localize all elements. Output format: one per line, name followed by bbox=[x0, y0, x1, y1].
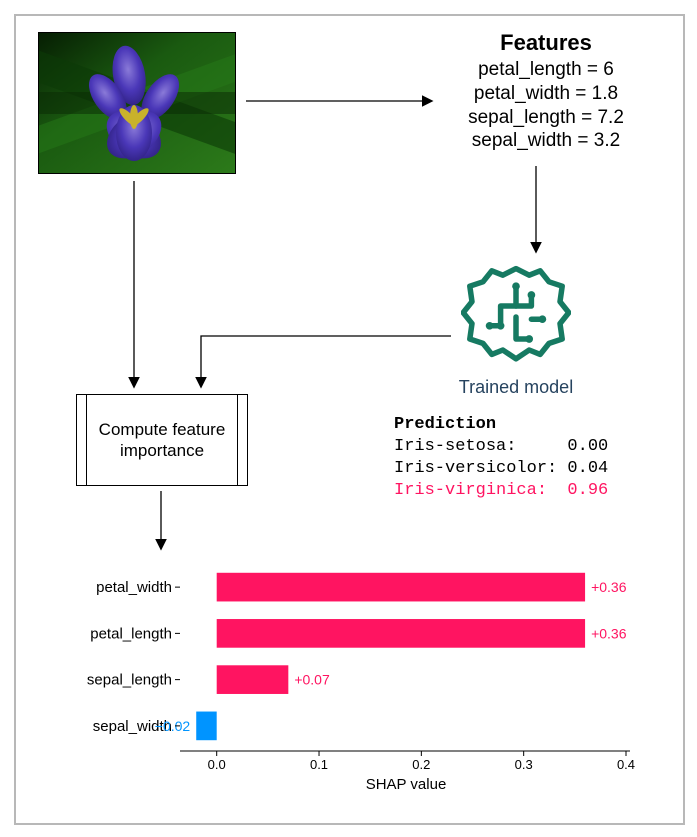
shap-bar-petal_width bbox=[217, 573, 585, 602]
diagram-frame: Features petal_length = 6 petal_width = … bbox=[14, 14, 685, 825]
shap-bar-sepal_length bbox=[217, 665, 289, 694]
shap-xtick-0.1: 0.1 bbox=[310, 757, 328, 772]
shap-value-petal_length: +0.36 bbox=[591, 625, 627, 641]
iris-photo bbox=[38, 32, 236, 174]
feature-line-0: petal_length = 6 bbox=[426, 58, 666, 82]
shap-bar-petal_length bbox=[217, 619, 585, 648]
shap-xtick-0.4: 0.4 bbox=[617, 757, 635, 772]
shap-xlabel: SHAP value bbox=[366, 776, 447, 793]
feature-line-2: sepal_length = 7.2 bbox=[426, 106, 666, 130]
compute-feature-importance-text: Compute feature importance bbox=[77, 395, 247, 485]
trained-model-label: Trained model bbox=[451, 377, 581, 398]
feature-line-1: petal_width = 1.8 bbox=[426, 82, 666, 106]
shap-xtick-0.3: 0.3 bbox=[515, 757, 533, 772]
shap-chart: petal_width +0.36 petal_length +0.36 sepal_l… bbox=[76, 564, 656, 800]
shap-ylabel-petal_length: petal_length bbox=[90, 625, 172, 642]
prediction-block: Prediction Iris-setosa: 0.00 Iris-versic… bbox=[394, 414, 608, 502]
shap-chart-svg: petal_width +0.36 petal_length +0.36 sepal_l… bbox=[76, 564, 656, 800]
features-title: Features bbox=[426, 30, 666, 56]
features-block: Features petal_length = 6 petal_width = … bbox=[426, 30, 666, 153]
iris-photo-svg bbox=[39, 33, 235, 173]
shap-ylabel-sepal_length: sepal_length bbox=[87, 672, 172, 689]
shap-bar-sepal_width bbox=[196, 712, 216, 741]
prediction-row-1: Iris-versicolor: 0.04 bbox=[394, 459, 608, 478]
shap-value-sepal_width: −0.02 bbox=[155, 718, 191, 734]
page-root: Features petal_length = 6 petal_width = … bbox=[0, 0, 697, 837]
shap-xtick-0.2: 0.2 bbox=[412, 757, 430, 772]
shap-xtick-0: 0.0 bbox=[208, 757, 226, 772]
prediction-row-0: Iris-setosa: 0.00 bbox=[394, 437, 608, 456]
feature-line-3: sepal_width = 3.2 bbox=[426, 129, 666, 153]
trained-model-block: Trained model bbox=[451, 262, 581, 398]
brain-icon bbox=[461, 262, 571, 372]
prediction-row-2: Iris-virginica: 0.96 bbox=[394, 481, 608, 500]
compute-feature-importance-box: Compute feature importance bbox=[76, 394, 248, 486]
shap-value-sepal_length: +0.07 bbox=[294, 672, 330, 688]
shap-ylabel-petal_width: petal_width bbox=[96, 579, 172, 596]
prediction-title: Prediction bbox=[394, 415, 496, 434]
shap-value-petal_width: +0.36 bbox=[591, 579, 627, 595]
